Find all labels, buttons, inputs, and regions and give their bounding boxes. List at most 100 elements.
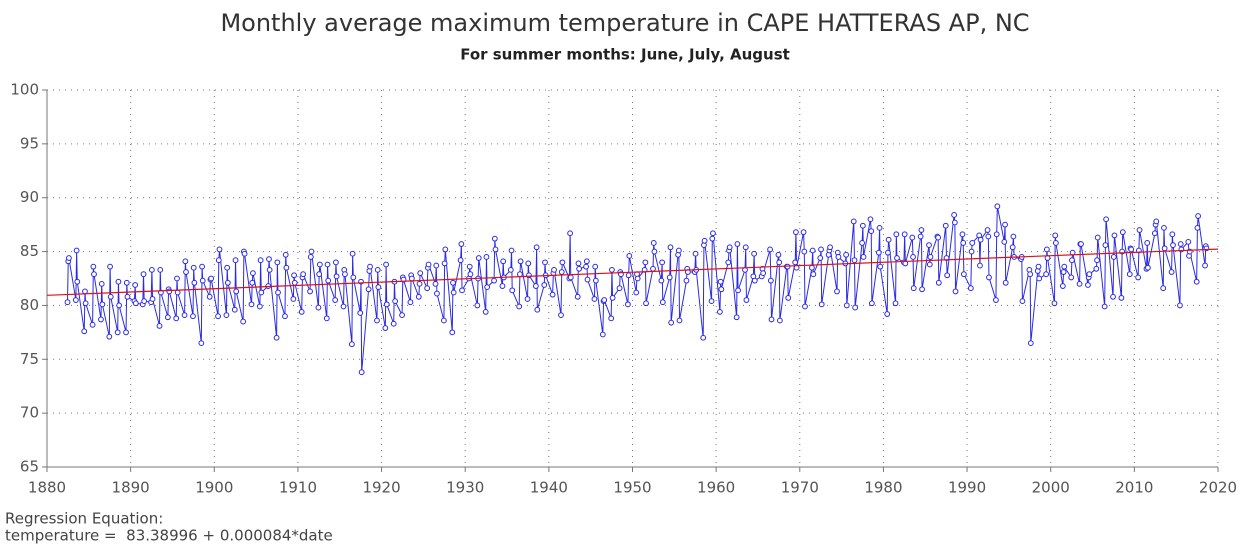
data-point (935, 234, 942, 241)
data-point (592, 277, 599, 284)
data-point (399, 312, 405, 319)
data-point (199, 263, 205, 270)
data-point (98, 280, 105, 287)
data-point (99, 301, 106, 308)
data-point (416, 280, 423, 287)
data-point (733, 314, 740, 321)
data-point (215, 313, 221, 320)
x-tick-label: 1930 (446, 479, 484, 497)
data-point (442, 246, 449, 253)
data-point (701, 237, 708, 244)
data-point (232, 257, 239, 264)
data-point (658, 277, 665, 284)
data-point (307, 254, 314, 260)
data-point (726, 244, 733, 251)
data-point (1177, 302, 1183, 309)
data-point (952, 288, 959, 295)
data-point (710, 230, 716, 237)
data-point (500, 258, 507, 265)
data-point (1036, 275, 1043, 282)
data-point (533, 244, 540, 251)
data-point (114, 329, 121, 336)
data-point (89, 321, 96, 328)
data-point (893, 231, 900, 238)
data-point (827, 244, 833, 251)
data-point (884, 311, 891, 317)
data-point (624, 301, 631, 308)
data-point (156, 322, 163, 329)
data-point (1110, 254, 1117, 260)
data-point (266, 266, 273, 273)
data-point (274, 259, 281, 266)
data-point (751, 277, 758, 284)
data-point (910, 285, 917, 292)
data-point (91, 271, 97, 278)
data-point (735, 287, 741, 294)
data-point (583, 258, 590, 265)
data-point (182, 258, 189, 265)
data-point (810, 271, 817, 278)
data-point (517, 258, 524, 265)
data-point (793, 229, 799, 236)
data-point (491, 235, 498, 242)
data-point (785, 294, 792, 301)
data-point (1076, 280, 1083, 287)
data-point (382, 325, 389, 331)
x-tick-label: 1890 (112, 479, 150, 497)
data-point (835, 254, 842, 260)
data-point (174, 275, 180, 282)
data-point (792, 259, 799, 266)
data-point (843, 251, 850, 258)
data-point (81, 328, 88, 335)
data-point (875, 249, 882, 256)
data-point (449, 329, 456, 336)
data-point (851, 257, 858, 264)
data-point (291, 272, 297, 279)
data-point (115, 278, 122, 285)
data-point (1027, 271, 1034, 278)
data-point (960, 271, 967, 278)
data-point (249, 279, 256, 286)
data-point (1145, 264, 1151, 271)
data-point (802, 303, 808, 310)
data-point (967, 285, 974, 292)
data-point (558, 269, 565, 275)
data-point (1086, 271, 1093, 278)
data-point (1093, 265, 1100, 272)
data-point (818, 246, 824, 253)
data-point (985, 233, 992, 240)
data-point (1168, 269, 1175, 275)
data-point (434, 290, 440, 297)
data-point (308, 248, 315, 255)
data-point (683, 277, 690, 284)
data-point (542, 259, 548, 266)
data-point (333, 259, 339, 266)
data-point (659, 299, 666, 306)
data-point (374, 317, 380, 324)
data-point (1161, 245, 1168, 252)
data-point (392, 298, 399, 305)
data-point (718, 286, 725, 293)
data-point (1027, 340, 1034, 347)
data-point (817, 255, 824, 261)
data-point (850, 218, 857, 225)
data-point (977, 236, 984, 243)
data-point (215, 257, 222, 264)
data-point (375, 284, 382, 291)
data-point (358, 369, 365, 376)
x-tick-label: 2020 (1199, 479, 1237, 497)
y-tick-label: 80 (20, 296, 39, 314)
data-point (1059, 283, 1066, 289)
data-point (1111, 232, 1118, 239)
data-point (910, 254, 916, 260)
data-point (717, 278, 724, 285)
data-point (717, 308, 723, 315)
data-point (348, 341, 355, 348)
data-point (558, 312, 564, 319)
data-point (1126, 271, 1133, 278)
data-point (491, 277, 497, 284)
data-point (300, 271, 307, 278)
chart-subtitle: For summer months: June, July, August (460, 46, 790, 64)
data-point (223, 312, 230, 319)
data-point (231, 306, 238, 313)
